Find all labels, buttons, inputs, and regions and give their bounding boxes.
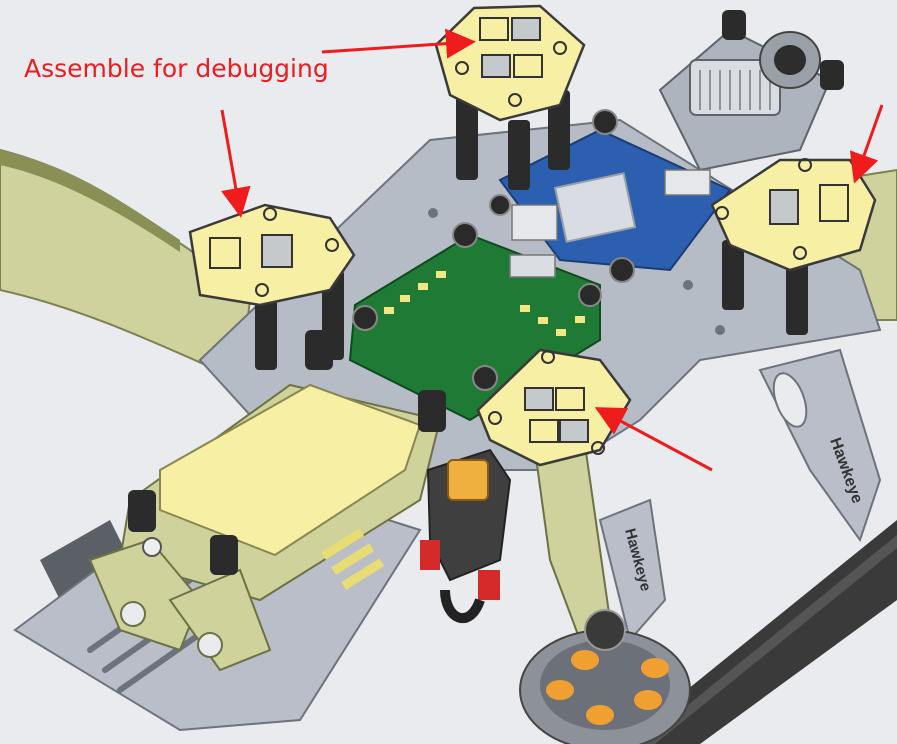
arrow-to-top-pad [321,28,476,59]
landing-leg-right [758,348,882,543]
mount-pad-center [476,348,632,467]
annotation-label: Assemble for debugging [24,54,329,83]
camera-mount [658,10,844,172]
arm-bottom [533,443,667,643]
xt60-connector [420,448,512,624]
arrow-to-center-pad [594,407,713,472]
arrow-to-right-pad [849,104,884,184]
nuts [352,109,635,391]
arrow-to-left-pad [220,109,251,218]
carbon-tube-left [40,520,130,600]
motor [519,609,691,744]
mount-pad-right [710,158,877,272]
standoffs [255,90,808,370]
mount-pad-left [188,203,356,307]
battery-box [88,330,446,672]
